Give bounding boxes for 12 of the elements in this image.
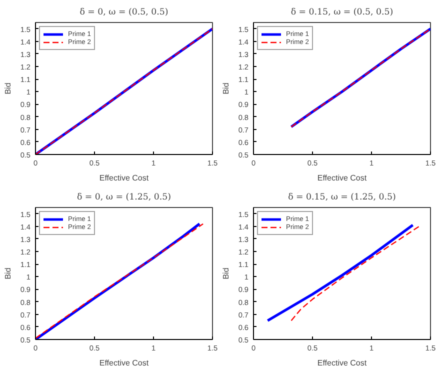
y-axis-title: Bid xyxy=(221,268,230,280)
y-axis-title: Bid xyxy=(3,268,12,280)
x-axis-title: Effective Cost xyxy=(317,174,368,182)
chart-title: δ = 0, ω = (1.25, 0.5) xyxy=(76,192,172,202)
y-axis-title: Bid xyxy=(3,82,12,94)
chart-title: δ = 0.15, ω = (0.5, 0.5) xyxy=(290,8,394,18)
chart-title: δ = 0.15, ω = (1.25, 0.5) xyxy=(288,192,396,202)
chart-title: δ = 0, ω = (0.5, 0.5) xyxy=(80,8,168,18)
x-axis-title: Effective Cost xyxy=(99,174,150,182)
x-axis-title: Effective Cost xyxy=(317,358,368,368)
y-axis-title: Bid xyxy=(221,82,230,94)
x-axis-title: Effective Cost xyxy=(99,358,150,368)
